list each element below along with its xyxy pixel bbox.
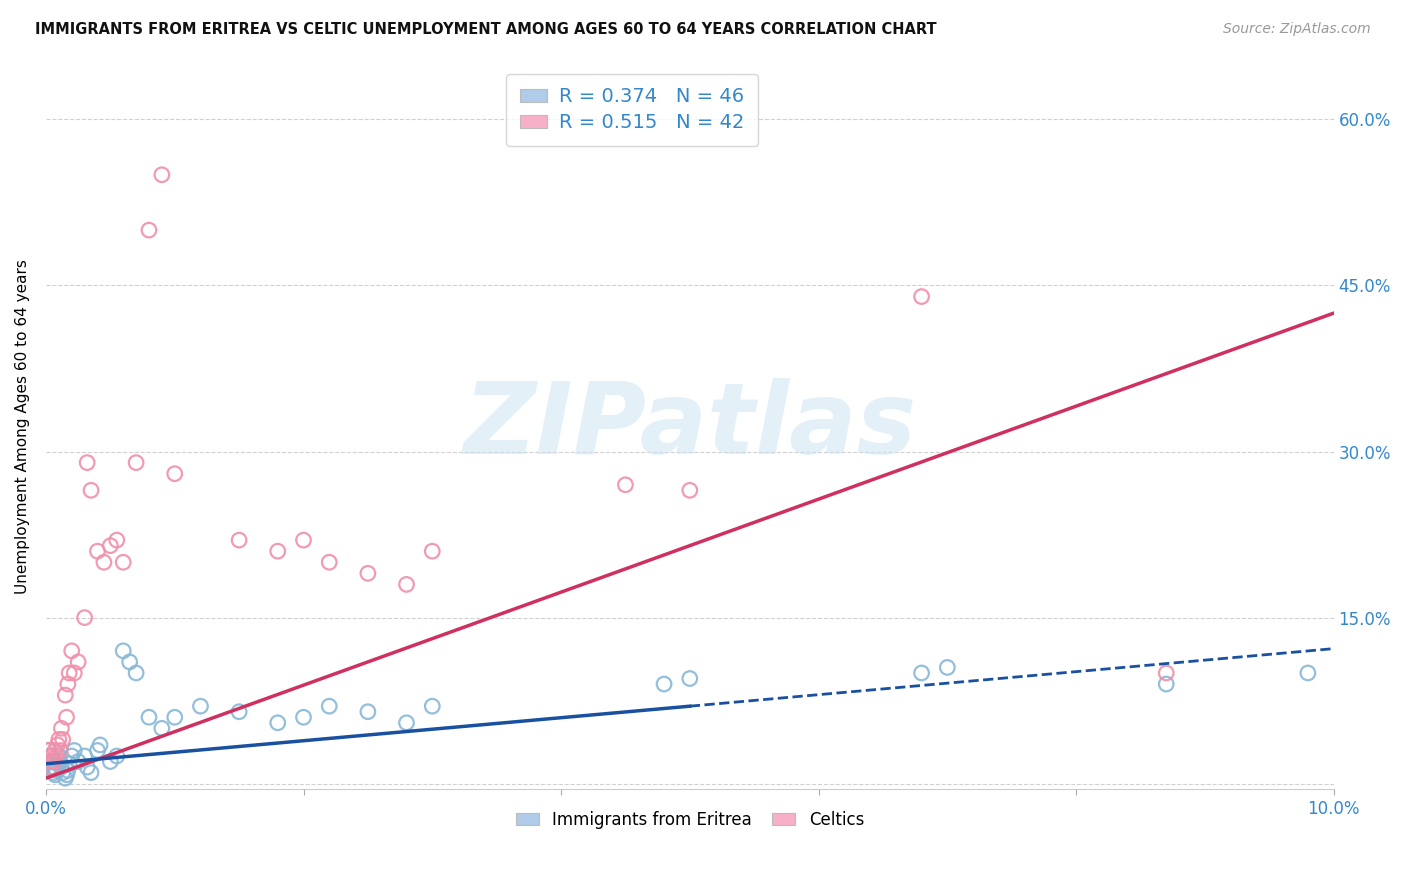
Point xyxy=(80,483,103,498)
Point xyxy=(292,710,315,724)
Point xyxy=(105,533,128,548)
Legend: Immigrants from Eritrea, Celtics: Immigrants from Eritrea, Celtics xyxy=(509,804,870,835)
Point xyxy=(58,665,80,680)
Point xyxy=(98,539,121,553)
Point xyxy=(53,771,76,785)
Point xyxy=(48,749,70,764)
Point xyxy=(41,760,63,774)
Point xyxy=(67,655,90,669)
Point xyxy=(679,483,702,498)
Point xyxy=(46,756,69,771)
Text: IMMIGRANTS FROM ERITREA VS CELTIC UNEMPLOYMENT AMONG AGES 60 TO 64 YEARS CORRELA: IMMIGRANTS FROM ERITREA VS CELTIC UNEMPL… xyxy=(35,22,936,37)
Point xyxy=(45,749,67,764)
Point xyxy=(49,755,72,769)
Point xyxy=(125,665,148,680)
Point xyxy=(67,755,90,769)
Point xyxy=(45,764,67,778)
Point xyxy=(38,755,60,769)
Point xyxy=(48,732,70,747)
Point xyxy=(318,699,340,714)
Point xyxy=(420,544,443,558)
Point xyxy=(51,760,73,774)
Point xyxy=(228,533,250,548)
Y-axis label: Unemployment Among Ages 60 to 64 years: Unemployment Among Ages 60 to 64 years xyxy=(15,260,30,594)
Point xyxy=(150,168,173,182)
Point xyxy=(56,677,79,691)
Point xyxy=(163,467,186,481)
Text: Source: ZipAtlas.com: Source: ZipAtlas.com xyxy=(1223,22,1371,37)
Point xyxy=(46,738,69,752)
Point xyxy=(112,644,135,658)
Point xyxy=(49,743,72,757)
Point xyxy=(41,749,63,764)
Point xyxy=(55,768,77,782)
Point xyxy=(60,749,83,764)
Point xyxy=(112,555,135,569)
Point xyxy=(55,710,77,724)
Point xyxy=(138,223,160,237)
Point xyxy=(118,655,141,669)
Point xyxy=(53,688,76,702)
Point xyxy=(190,699,212,714)
Point xyxy=(52,732,75,747)
Point xyxy=(138,710,160,724)
Point xyxy=(76,760,98,774)
Point xyxy=(38,743,60,757)
Point xyxy=(44,743,66,757)
Point xyxy=(89,738,111,752)
Point xyxy=(652,677,675,691)
Point xyxy=(86,743,108,757)
Point xyxy=(86,544,108,558)
Point xyxy=(1154,677,1177,691)
Point xyxy=(42,755,65,769)
Point xyxy=(39,755,62,769)
Point xyxy=(679,672,702,686)
Point xyxy=(42,765,65,780)
Point xyxy=(395,577,418,591)
Point xyxy=(150,722,173,736)
Point xyxy=(228,705,250,719)
Point xyxy=(420,699,443,714)
Point xyxy=(58,756,80,771)
Text: ZIPatlas: ZIPatlas xyxy=(463,378,917,475)
Point xyxy=(910,665,932,680)
Point xyxy=(60,644,83,658)
Point xyxy=(44,768,66,782)
Point xyxy=(56,764,79,778)
Point xyxy=(1154,665,1177,680)
Point xyxy=(292,533,315,548)
Point xyxy=(125,456,148,470)
Point xyxy=(80,765,103,780)
Point xyxy=(357,705,380,719)
Point xyxy=(98,755,121,769)
Point xyxy=(395,715,418,730)
Point xyxy=(267,544,290,558)
Point xyxy=(1296,665,1319,680)
Point xyxy=(267,715,290,730)
Point xyxy=(52,765,75,780)
Point xyxy=(318,555,340,569)
Point xyxy=(614,477,637,491)
Point xyxy=(63,665,86,680)
Point xyxy=(76,456,98,470)
Point xyxy=(38,749,60,764)
Point xyxy=(357,566,380,581)
Point xyxy=(163,710,186,724)
Point xyxy=(63,743,86,757)
Point xyxy=(39,760,62,774)
Point xyxy=(936,660,959,674)
Point xyxy=(73,749,96,764)
Point xyxy=(38,743,60,757)
Point xyxy=(910,289,932,303)
Point xyxy=(93,555,115,569)
Point xyxy=(105,749,128,764)
Point xyxy=(51,722,73,736)
Point xyxy=(73,610,96,624)
